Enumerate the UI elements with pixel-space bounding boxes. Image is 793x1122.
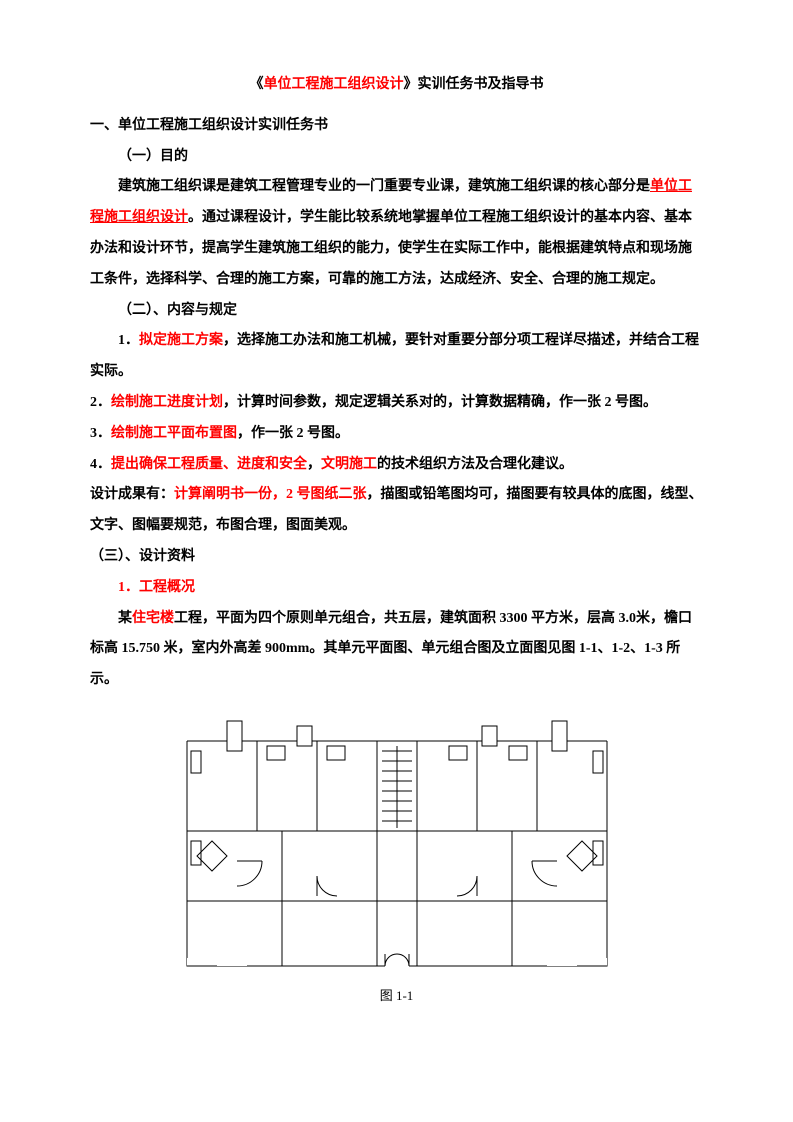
item-3: 3．绘制施工平面布置图，作一张 2 号图。 bbox=[90, 419, 703, 450]
item1-red: 拟定施工方案 bbox=[139, 333, 223, 348]
sub-heading-1: （一）目的 bbox=[90, 142, 703, 173]
item2-rest: ，计算时间参数，规定逻辑关系对的，计算数据精确，作一张 2 号图。 bbox=[223, 395, 657, 410]
item3-rest: ，作一张 2 号图。 bbox=[237, 426, 349, 441]
section-1-heading: 一、单位工程施工组织设计实训任务书 bbox=[90, 111, 703, 142]
item-1: 1．拟定施工方案，选择施工办法和施工机械，要针对重要分部分项工程详尽描述，并结合… bbox=[90, 326, 703, 388]
item2-red: 绘制施工进度计划 bbox=[111, 395, 223, 410]
item4-rest: 的技术组织方法及合理化建议。 bbox=[377, 457, 573, 472]
item1-num: 1． bbox=[118, 333, 139, 348]
item4-red2: 文明施工 bbox=[321, 457, 377, 472]
figure-caption: 图 1-1 bbox=[90, 982, 703, 1011]
item4-mid: ， bbox=[307, 457, 321, 472]
result-a: 设计成果有： bbox=[90, 487, 174, 502]
sub-heading-3: （三）、设计资料 bbox=[90, 542, 703, 573]
item4-num: 4． bbox=[90, 457, 111, 472]
para2-a: 某 bbox=[118, 611, 132, 626]
result-red: 计算阐明书一份，2 号图纸二张 bbox=[174, 487, 367, 502]
title-red: 单位工程施工组织设计 bbox=[264, 77, 404, 92]
item-2: 2．绘制施工进度计划，计算时间参数，规定逻辑关系对的，计算数据精确，作一张 2 … bbox=[90, 388, 703, 419]
sub-heading-2: （二）、内容与规定 bbox=[90, 296, 703, 327]
paragraph-2: 某住宅楼工程，平面为四个原则单元组合，共五层，建筑面积 3300 平方米，层高 … bbox=[90, 604, 703, 696]
sub-heading-3-1: 1．工程概况 bbox=[90, 573, 703, 604]
title-post: 》实训任务书及指导书 bbox=[404, 77, 544, 92]
para1-a: 建筑施工组织课是建筑工程管理专业的一门重要专业课，建筑施工组织课的核心部分是 bbox=[118, 179, 650, 194]
title-pre: 《 bbox=[250, 77, 264, 92]
item3-red: 绘制施工平面布置图 bbox=[111, 426, 237, 441]
para2-red: 住宅楼 bbox=[132, 611, 174, 626]
page-title: 《单位工程施工组织设计》实训任务书及指导书 bbox=[90, 70, 703, 101]
item4-red1: 提出确保工程质量、进度和安全 bbox=[111, 457, 307, 472]
item2-num: 2． bbox=[90, 395, 111, 410]
item-4: 4．提出确保工程质量、进度和安全，文明施工的技术组织方法及合理化建议。 bbox=[90, 450, 703, 481]
item3-num: 3． bbox=[90, 426, 111, 441]
floorplan-svg bbox=[167, 716, 627, 976]
figure-1-1: 图 1-1 bbox=[90, 716, 703, 1011]
paragraph-1: 建筑施工组织课是建筑工程管理专业的一门重要专业课，建筑施工组织课的核心部分是单位… bbox=[90, 172, 703, 295]
para2-b: 工程，平面为四个原则单元组合，共五层，建筑面积 3300 平方米，层高 3.0米… bbox=[90, 611, 692, 688]
result-line: 设计成果有：计算阐明书一份，2 号图纸二张，描图或铅笔图均可，描图要有较具体的底… bbox=[90, 480, 703, 542]
